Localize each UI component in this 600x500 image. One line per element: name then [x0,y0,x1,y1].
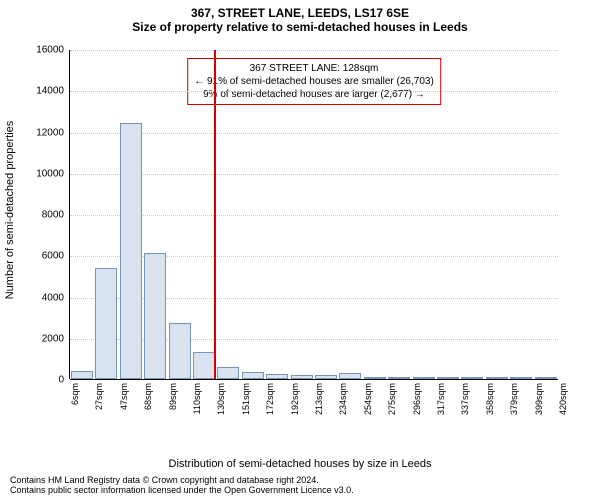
reference-annotation: 367 STREET LANE: 128sqm ← 91% of semi-de… [187,58,441,105]
footer-line2: Contains public sector information licen… [10,485,354,495]
gridline [70,256,558,257]
x-tick-label: 337sqm [460,383,470,415]
annotation-line3: 9% of semi-detached houses are larger (2… [194,88,434,101]
gridline [70,339,558,340]
footer-line1: Contains HM Land Registry data © Crown c… [10,475,354,485]
x-tick-label: 358sqm [485,383,495,415]
histogram-bar [120,123,142,379]
gridline [70,91,558,92]
x-tick-label: 151sqm [241,383,251,415]
y-tick-label: 16000 [36,45,64,56]
histogram-bar [217,367,239,379]
x-tick-label: 27sqm [94,383,104,410]
x-tick-label: 89sqm [168,383,178,410]
histogram-bar [461,377,483,379]
x-tick-label: 379sqm [509,383,519,415]
gridline [70,174,558,175]
x-tick-label: 130sqm [216,383,226,415]
gridline [70,298,558,299]
gridline [70,133,558,134]
x-tick-label: 254sqm [363,383,373,415]
histogram-bar [95,268,117,379]
gridline [70,215,558,216]
y-tick-label: 0 [58,375,64,386]
x-tick-label: 110sqm [192,383,202,414]
histogram-bar [144,253,166,379]
y-tick-label: 8000 [42,210,64,221]
x-tick-label: 68sqm [143,383,153,410]
x-tick-label: 6sqm [70,383,80,405]
y-tick-label: 14000 [36,86,64,97]
chart-container: 367, STREET LANE, LEEDS, LS17 6SE Size o… [0,0,600,500]
histogram-bar [291,375,313,379]
chart-title: 367, STREET LANE, LEEDS, LS17 6SE [0,6,600,20]
chart-subtitle: Size of property relative to semi-detach… [0,20,600,34]
x-tick-label: 317sqm [436,383,446,415]
y-axis-label: Number of semi-detached properties [4,121,16,300]
y-axis-line [69,50,70,379]
x-tick-label: 234sqm [338,383,348,415]
histogram-bar [315,375,337,379]
histogram-bar [242,372,264,379]
gridline [70,50,558,51]
y-tick-label: 4000 [42,292,64,303]
x-tick-label: 296sqm [412,383,422,415]
histogram-bar [193,352,215,379]
footer-attribution: Contains HM Land Registry data © Crown c… [10,475,354,495]
histogram-bar [413,377,435,379]
x-tick-label: 275sqm [387,383,397,415]
histogram-bar [388,377,410,379]
y-tick-label: 6000 [42,251,64,262]
x-tick-label: 420sqm [558,383,568,415]
histogram-bar [71,371,93,379]
y-tick-label: 12000 [36,127,64,138]
histogram-bar [510,377,532,379]
y-tick-label: 2000 [42,333,64,344]
x-tick-label: 172sqm [265,383,275,415]
histogram-bar [266,374,288,379]
annotation-line1: 367 STREET LANE: 128sqm [194,62,434,75]
reference-line [214,50,216,379]
histogram-bar [169,323,191,379]
x-tick-label: 213sqm [314,383,324,415]
histogram-bar [535,377,557,379]
histogram-bar [486,377,508,379]
annotation-line2: ← 91% of semi-detached houses are smalle… [194,75,434,88]
x-axis-label: Distribution of semi-detached houses by … [0,458,600,470]
histogram-bar [437,377,459,379]
x-tick-label: 47sqm [119,383,129,410]
x-tick-label: 192sqm [290,383,300,415]
histogram-bar [339,373,361,379]
plot-area: 367 STREET LANE: 128sqm ← 91% of semi-de… [70,50,558,380]
x-tick-label: 399sqm [534,383,544,415]
y-tick-label: 10000 [36,168,64,179]
histogram-bar [364,377,386,379]
